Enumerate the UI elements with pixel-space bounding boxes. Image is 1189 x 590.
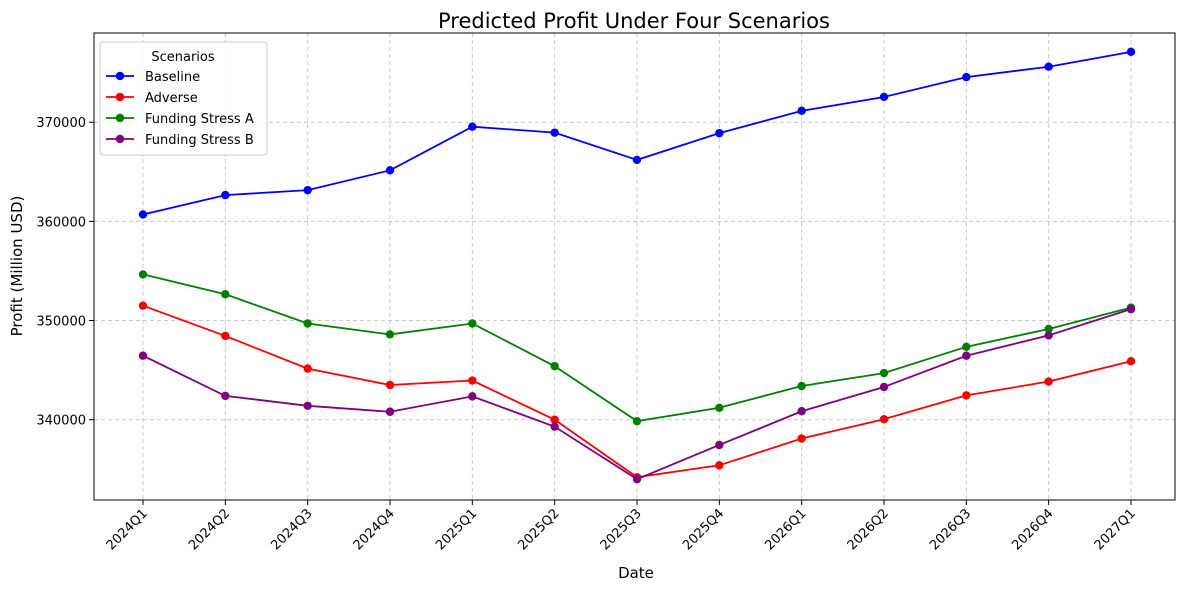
y-tick-label: 360000 [36,215,86,230]
data-point-adverse [303,364,312,373]
data-point-baseline [962,72,971,82]
data-point-funding-stress-b [385,407,395,416]
data-point-funding-stress-b [632,474,642,484]
data-point-funding-stress-b [962,351,971,360]
data-point-adverse [797,434,806,443]
data-point-funding-stress-a [303,319,312,328]
data-point-funding-stress-b [221,391,230,401]
data-point-funding-stress-a [715,403,724,412]
data-point-funding-stress-b [797,407,806,416]
series-layer [138,47,1136,484]
data-point-funding-stress-a [1044,324,1053,334]
data-point-adverse [138,301,148,310]
data-point-funding-stress-a [468,319,477,328]
data-point-funding-stress-a [797,381,806,391]
data-point-baseline [715,128,724,138]
data-point-adverse [715,461,724,470]
data-point-funding-stress-a [632,416,642,426]
legend-swatch-marker [115,92,125,102]
data-point-funding-stress-a [138,270,148,279]
y-axis-label: Profit (Million USD) [8,196,26,337]
data-point-funding-stress-b [303,401,312,411]
data-point-funding-stress-a [221,290,230,299]
legend-box [99,41,268,156]
x-axis-label: Date [618,564,654,582]
data-point-funding-stress-a [879,368,889,378]
legend-label: Adverse [145,91,198,106]
data-point-baseline [468,122,477,131]
legend-items: Baseline Adverse Funding Stress A Funding S… [106,70,254,148]
data-point-baseline [303,185,312,195]
data-point-baseline [221,190,230,200]
legend-title: Scenarios [151,50,215,65]
data-point-baseline [632,155,642,165]
legend-label: Funding Stress A [145,112,254,127]
legend-item-funding-stress-a: Funding Stress A [106,112,254,127]
data-point-adverse [1044,377,1053,386]
legend-item-adverse: Adverse [106,91,198,106]
legend-label: Baseline [145,70,200,85]
data-point-baseline [1126,47,1136,57]
data-point-adverse [385,380,395,390]
chart-title: Predicted Profit Under Four Scenarios [438,9,830,33]
data-point-funding-stress-b [715,440,724,450]
data-point-baseline [1044,62,1053,71]
data-point-adverse [468,376,477,385]
legend-swatch-marker [115,134,125,144]
data-point-baseline [879,92,889,102]
legend-swatch-marker [115,71,125,81]
y-tick-label: 370000 [36,116,86,131]
legend-swatch-marker [115,113,125,123]
data-point-funding-stress-a [962,342,971,352]
data-point-adverse [879,414,889,424]
data-point-funding-stress-b [550,422,559,431]
data-point-baseline [138,210,148,219]
legend-label: Funding Stress B [145,133,254,148]
data-point-funding-stress-b [1044,331,1053,340]
data-point-funding-stress-a [385,330,395,339]
legend: Scenarios Baseline Adverse Funding Stress … [99,41,268,156]
data-point-funding-stress-b [468,392,477,401]
legend-item-funding-stress-b: Funding Stress B [106,133,254,148]
series-funding-stress-a [138,270,1136,426]
data-point-baseline [550,128,559,137]
y-tick-label: 350000 [36,315,86,330]
data-point-baseline [797,106,806,116]
data-point-adverse [221,331,230,341]
plot-frame [93,32,1176,501]
data-point-baseline [385,166,395,175]
series-baseline [138,47,1136,219]
data-point-adverse [962,391,971,400]
series-funding-stress-b [138,304,1136,484]
data-point-funding-stress-b [1126,304,1136,314]
y-axis: 340000 350000 360000 370000 [36,116,94,429]
legend-item-baseline: Baseline [106,70,200,85]
data-point-funding-stress-b [138,351,148,360]
y-tick-label: 340000 [36,414,86,429]
data-point-adverse [550,415,559,424]
data-point-adverse [1126,356,1136,366]
data-point-funding-stress-b [879,382,889,392]
data-point-funding-stress-a [550,361,559,371]
